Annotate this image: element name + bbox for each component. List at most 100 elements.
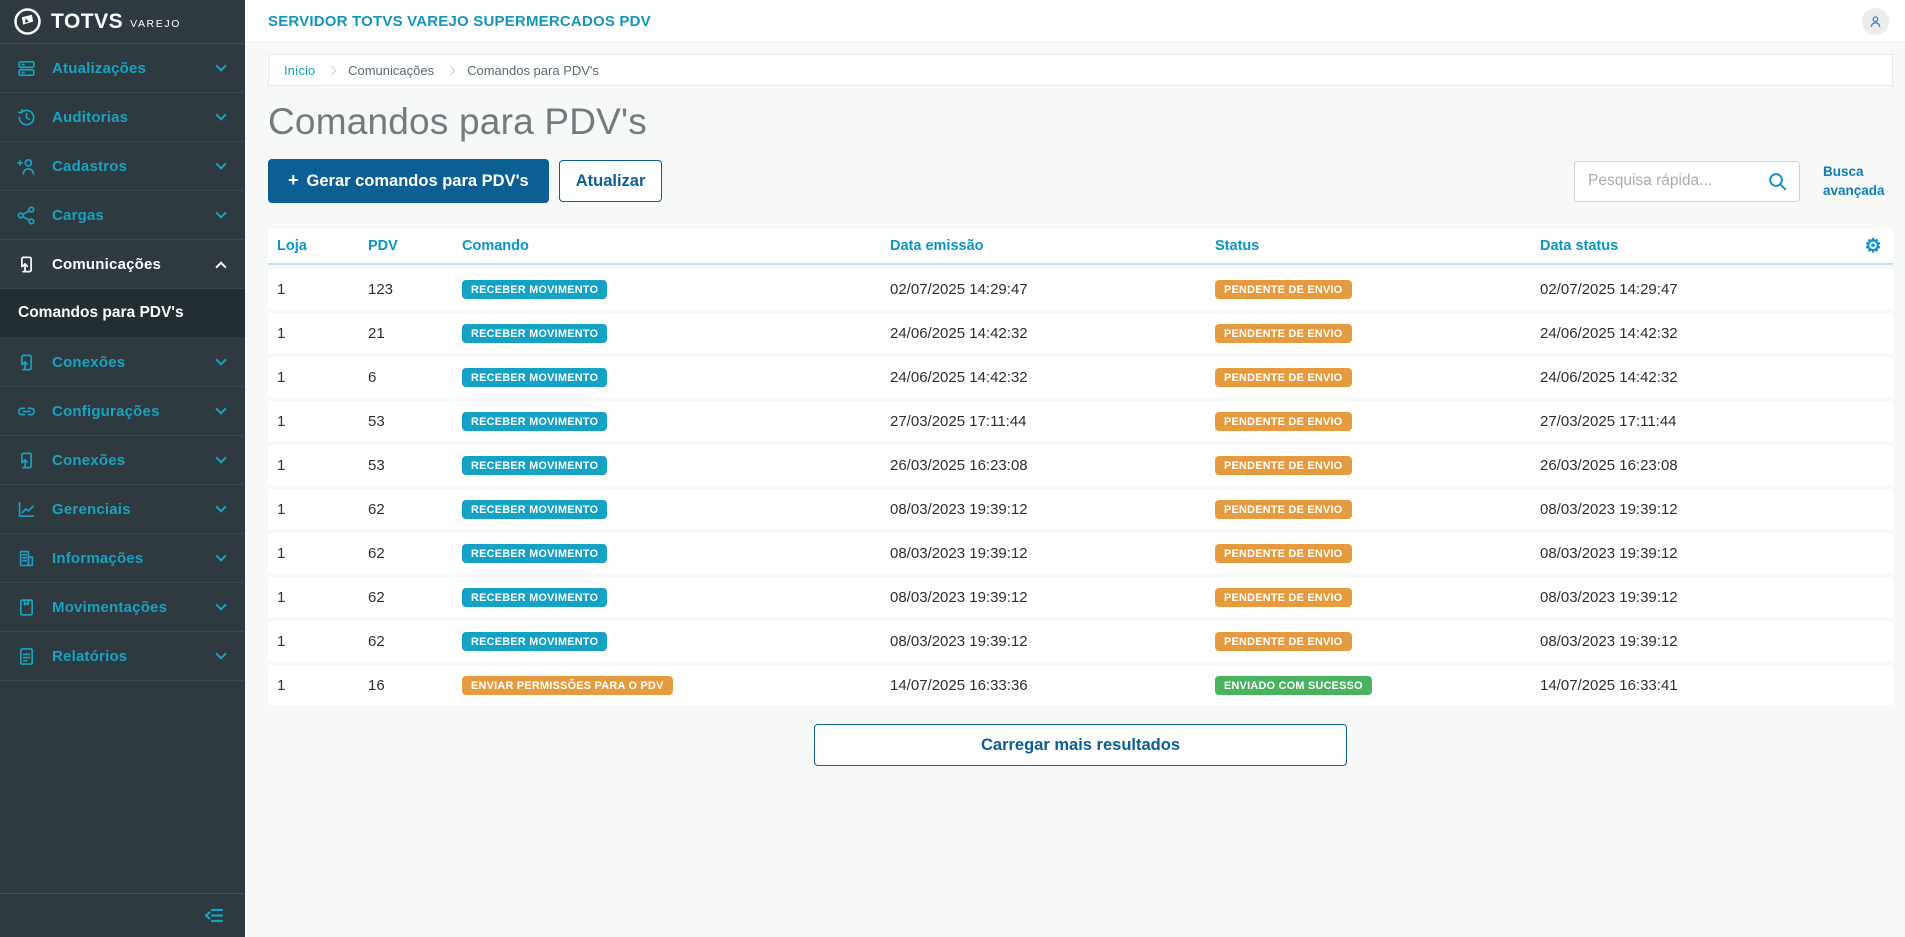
sidebar-item-label: Movimentações	[52, 598, 168, 616]
sidebar-item-informacoes[interactable]: Informações	[0, 534, 245, 583]
chart-icon	[16, 499, 37, 520]
table-row[interactable]: 1 53 RECEBER MOVIMENTO 26/03/2025 16:23:…	[268, 445, 1893, 485]
column-header-pdv[interactable]: PDV	[368, 238, 398, 254]
sidebar-item-conexoes[interactable]: Conexões	[0, 436, 245, 485]
breadcrumb-item-inicio[interactable]: Início	[284, 62, 316, 78]
status-badge: PENDENTE DE ENVIO	[1215, 455, 1352, 475]
load-more-button[interactable]: Carregar mais resultados	[814, 724, 1347, 766]
cell-data-emissao: 24/06/2025 14:42:32	[890, 368, 1028, 386]
cell-comando: RECEBER MOVIMENTO	[462, 367, 890, 387]
cell-loja: 1	[277, 368, 286, 386]
table-row[interactable]: 1 16 ENVIAR PERMISSÕES PARA O PDV 14/07/…	[268, 665, 1893, 705]
status-badge: PENDENTE DE ENVIO	[1215, 279, 1352, 299]
cell-loja: 1	[277, 324, 286, 342]
sidebar-item-label: Gerenciais	[52, 500, 131, 518]
sidebar-item-movimentacoes[interactable]: Movimentações	[0, 583, 245, 632]
breadcrumb: Início Comunicações Comandos para PDV's	[268, 54, 1893, 86]
cell-data-status: 24/06/2025 14:42:32	[1540, 368, 1678, 386]
sidebar-item-cadastros[interactable]: Cadastros	[0, 142, 245, 191]
chevron-down-icon	[215, 403, 227, 415]
advanced-search-link[interactable]: Busca avançada	[1823, 164, 1885, 198]
sidebar-item-atualizacoes[interactable]: Atualizações	[0, 44, 245, 93]
generate-commands-button[interactable]: + Gerar comandos para PDV's	[268, 159, 549, 203]
comando-badge: ENVIAR PERMISSÕES PARA O PDV	[462, 675, 673, 695]
table-row[interactable]: 1 6 RECEBER MOVIMENTO 24/06/2025 14:42:3…	[268, 357, 1893, 397]
comando-badge: RECEBER MOVIMENTO	[462, 587, 608, 607]
breadcrumb-item-comunicacoes[interactable]: Comunicações	[348, 62, 435, 78]
cell-data-status: 14/07/2025 16:33:41	[1540, 676, 1678, 694]
comando-badge: RECEBER MOVIMENTO	[462, 411, 608, 431]
search-icon[interactable]	[1767, 171, 1788, 192]
sidebar-item-label: Informações	[52, 549, 144, 567]
cell-status: PENDENTE DE ENVIO	[1215, 279, 1540, 299]
book-icon	[16, 597, 37, 618]
cell-data-emissao: 08/03/2023 19:39:12	[890, 588, 1028, 606]
cell-loja: 1	[277, 500, 286, 518]
sidebar-item-configuracoes[interactable]: Configurações	[0, 387, 245, 436]
server-icon	[16, 58, 37, 79]
commands-table: Loja PDV Comando Data emissão Status Dat…	[268, 229, 1893, 705]
chevron-up-icon	[215, 260, 227, 273]
table-body: 1 123 RECEBER MOVIMENTO 02/07/2025 14:29…	[268, 269, 1893, 705]
column-header-data-status[interactable]: Data status	[1540, 238, 1619, 254]
cell-loja: 1	[277, 412, 286, 430]
sidebar-item-label: Configurações	[52, 402, 160, 420]
column-header-data-emissao[interactable]: Data emissão	[890, 238, 984, 254]
cell-status: ENVIADO COM SUCESSO	[1215, 675, 1540, 695]
table-row[interactable]: 1 21 RECEBER MOVIMENTO 24/06/2025 14:42:…	[268, 313, 1893, 353]
table-row[interactable]: 1 53 RECEBER MOVIMENTO 27/03/2025 17:11:…	[268, 401, 1893, 441]
user-avatar-icon	[1868, 14, 1883, 29]
collapse-menu-icon[interactable]	[203, 906, 225, 925]
sidebar-nav: Atualizações Auditorias Cadastros Cargas…	[0, 44, 245, 681]
cell-status: PENDENTE DE ENVIO	[1215, 631, 1540, 651]
quick-search	[1574, 160, 1800, 202]
user-avatar-button[interactable]	[1862, 7, 1889, 35]
sidebar-item-auditorias[interactable]: Auditorias	[0, 93, 245, 142]
cell-loja: 1	[277, 456, 286, 474]
brand-logo: TOTVS VAREJO	[0, 0, 245, 44]
user-plus-icon	[16, 156, 37, 177]
sidebar-item-cargas[interactable]: Cargas	[0, 191, 245, 240]
chevron-right-icon	[326, 65, 337, 75]
cell-comando: RECEBER MOVIMENTO	[462, 411, 890, 431]
cell-data-status: 08/03/2023 19:39:12	[1540, 544, 1678, 562]
file-upload-icon	[16, 450, 37, 471]
table-row[interactable]: 1 62 RECEBER MOVIMENTO 08/03/2023 19:39:…	[268, 489, 1893, 529]
chevron-down-icon	[215, 207, 227, 219]
table-row[interactable]: 1 62 RECEBER MOVIMENTO 08/03/2023 19:39:…	[268, 621, 1893, 661]
cell-data-status: 26/03/2025 16:23:08	[1540, 456, 1678, 474]
brand-name: TOTVS	[51, 9, 124, 33]
table-row[interactable]: 1 62 RECEBER MOVIMENTO 08/03/2023 19:39:…	[268, 533, 1893, 573]
status-badge: PENDENTE DE ENVIO	[1215, 323, 1352, 343]
cell-data-status: 08/03/2023 19:39:12	[1540, 588, 1678, 606]
cell-comando: RECEBER MOVIMENTO	[462, 631, 890, 651]
column-header-status[interactable]: Status	[1215, 238, 1260, 254]
cell-data-status: 24/06/2025 14:42:32	[1540, 324, 1678, 342]
breadcrumb-item-comandos-para-pdvs[interactable]: Comandos para PDV's	[467, 62, 599, 78]
table-row[interactable]: 1 62 RECEBER MOVIMENTO 08/03/2023 19:39:…	[268, 577, 1893, 617]
column-header-loja[interactable]: Loja	[277, 238, 307, 254]
comando-badge: RECEBER MOVIMENTO	[462, 279, 608, 299]
settings-gear-icon[interactable]: ⚙	[1864, 235, 1882, 257]
sidebar-item-conexoes[interactable]: Conexões	[0, 338, 245, 387]
file-upload-icon	[16, 352, 37, 373]
search-input[interactable]	[1586, 171, 1767, 191]
chevron-down-icon	[215, 550, 227, 562]
table-row[interactable]: 1 123 RECEBER MOVIMENTO 02/07/2025 14:29…	[268, 269, 1893, 309]
refresh-button[interactable]: Atualizar	[558, 160, 663, 202]
cell-pdv: 16	[368, 676, 385, 694]
status-badge: PENDENTE DE ENVIO	[1215, 587, 1352, 607]
sidebar-item-relatorios[interactable]: Relatórios	[0, 632, 245, 681]
cell-loja: 1	[277, 588, 286, 606]
cell-pdv: 62	[368, 500, 385, 518]
load-more-container: Carregar mais resultados	[268, 724, 1893, 766]
sidebar-subitem-comandos-para-pdv-s[interactable]: Comandos para PDV's	[0, 289, 245, 338]
cell-pdv: 21	[368, 324, 385, 342]
column-header-comando[interactable]: Comando	[462, 238, 529, 254]
sidebar-item-label: Conexões	[52, 353, 126, 371]
chevron-down-icon	[215, 158, 227, 170]
sidebar-item-gerenciais[interactable]: Gerenciais	[0, 485, 245, 534]
sidebar-item-comunicacoes[interactable]: Comunicações	[0, 240, 245, 289]
cell-status: PENDENTE DE ENVIO	[1215, 367, 1540, 387]
cell-loja: 1	[277, 280, 286, 298]
